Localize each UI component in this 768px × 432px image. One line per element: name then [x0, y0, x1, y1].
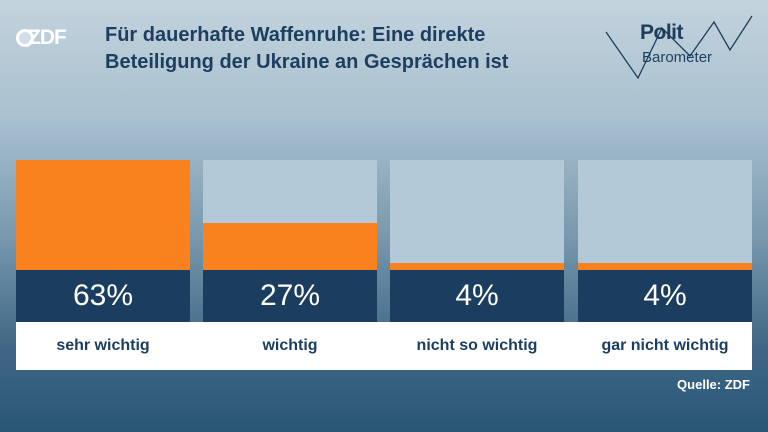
label-strip-gap [564, 322, 578, 370]
bar-value-label: 4% [578, 270, 752, 322]
bar-column-4: 4% gar nicht wichtig [578, 160, 752, 370]
bar-column-2: 27% wichtig [203, 160, 377, 370]
bar-track [578, 160, 752, 270]
bar-value-label: 63% [16, 270, 190, 322]
bar-column-1: 63% sehr wichtig [16, 160, 190, 370]
politbarometer-word-barometer: Barometer [642, 49, 713, 66]
label-strip-gap [190, 322, 203, 370]
bar-fill [578, 263, 752, 270]
bar-category-label: nicht so wichtig [390, 322, 564, 370]
politbarometer-word-polit: Polit [640, 21, 684, 44]
politbarometer-zigzag-icon [605, 15, 753, 80]
bar-value-label: 4% [390, 270, 564, 322]
chart-title: Für dauerhafte Waffenruhe: Eine direkte … [105, 24, 509, 73]
label-strip-gap [377, 322, 390, 370]
bar-category-label: sehr wichtig [16, 322, 190, 370]
bar-value-label: 27% [203, 270, 377, 322]
bar-category-label: gar nicht wichtig [578, 322, 752, 370]
bar-fill [203, 223, 377, 270]
zdf-logo: ZDF [16, 26, 67, 50]
politbarometer-logo: Polit Barometer [604, 14, 754, 84]
bar-chart: 63% sehr wichtig 27% wichtig 4% nicht so… [16, 160, 752, 370]
source-note: Quelle: ZDF [677, 377, 750, 392]
zdf-logo-ring-icon [16, 29, 34, 47]
bar-column-3: 4% nicht so wichtig [390, 160, 564, 370]
bar-fill [390, 263, 564, 270]
bar-fill [16, 160, 190, 270]
zdf-logo-text: ZDF [28, 26, 67, 49]
bar-track [390, 160, 564, 270]
bar-category-label: wichtig [203, 322, 377, 370]
